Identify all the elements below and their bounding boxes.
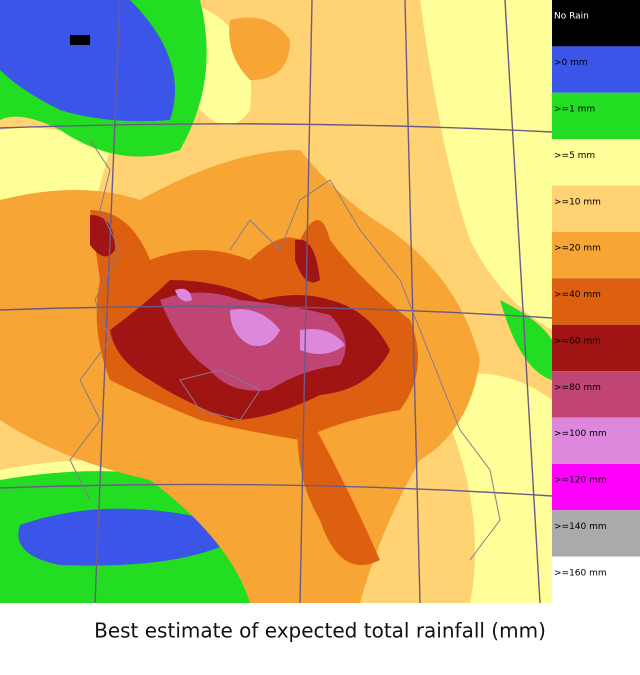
legend-label: >=80 mm — [554, 383, 601, 393]
coast-line — [69, 139, 121, 501]
rainfall-area — [500, 300, 552, 380]
legend-swatch — [552, 139, 640, 186]
legend-label: >=40 mm — [554, 290, 601, 300]
rainfall-area — [0, 0, 175, 122]
rainfall-area — [18, 508, 250, 566]
legend-swatch — [552, 231, 640, 279]
legend-swatch — [552, 0, 640, 47]
legend-swatch — [552, 463, 640, 511]
grid-line — [404, 0, 421, 604]
grid-line — [0, 123, 553, 133]
legend-label: No Rain — [554, 12, 589, 22]
lat-lon-grid — [0, 0, 553, 604]
rainfall-area — [230, 309, 280, 346]
legend-swatch — [552, 92, 640, 140]
legend-label: >=160 mm — [554, 568, 607, 578]
legend-label: >=1 mm — [554, 105, 595, 115]
legend-swatch — [552, 185, 640, 232]
legend-label: >=20 mm — [554, 244, 601, 254]
rainfall-area — [229, 17, 290, 80]
legend-swatch — [552, 417, 640, 464]
rainfall-area — [70, 35, 90, 45]
legend-label: >=120 mm — [554, 476, 607, 486]
rainfall-area — [297, 400, 380, 565]
grid-line — [0, 483, 553, 497]
grid-line — [299, 0, 313, 604]
legend-label: >=60 mm — [554, 336, 601, 346]
legend: No Rain >0 mm >=1 mm >=5 mm >=10 mm >=20 mm >=… — [552, 0, 640, 603]
coast-line — [179, 369, 261, 421]
legend-label: >=140 mm — [554, 522, 607, 532]
legend-label: >=100 mm — [554, 429, 607, 439]
map — [0, 0, 552, 603]
legend-swatch — [552, 278, 640, 325]
legend-swatch — [552, 46, 640, 93]
caption: Best estimate of expected total rainfall… — [94, 619, 546, 643]
legend-swatch — [552, 556, 640, 603]
rainfall-area — [175, 288, 192, 302]
grid-line — [0, 305, 553, 319]
coast-line — [229, 179, 501, 561]
legend-swatch — [552, 324, 640, 372]
rainfall-area — [90, 215, 115, 257]
grid-line — [94, 0, 121, 604]
grid-line — [504, 0, 541, 604]
legend-label: >0 mm — [554, 58, 588, 68]
legend-label: >=5 mm — [554, 151, 595, 161]
legend-swatch — [552, 510, 640, 557]
legend-swatch — [552, 371, 640, 418]
coastline — [69, 139, 501, 561]
legend-label: >=10 mm — [554, 197, 601, 207]
rainfall-area — [300, 329, 345, 354]
